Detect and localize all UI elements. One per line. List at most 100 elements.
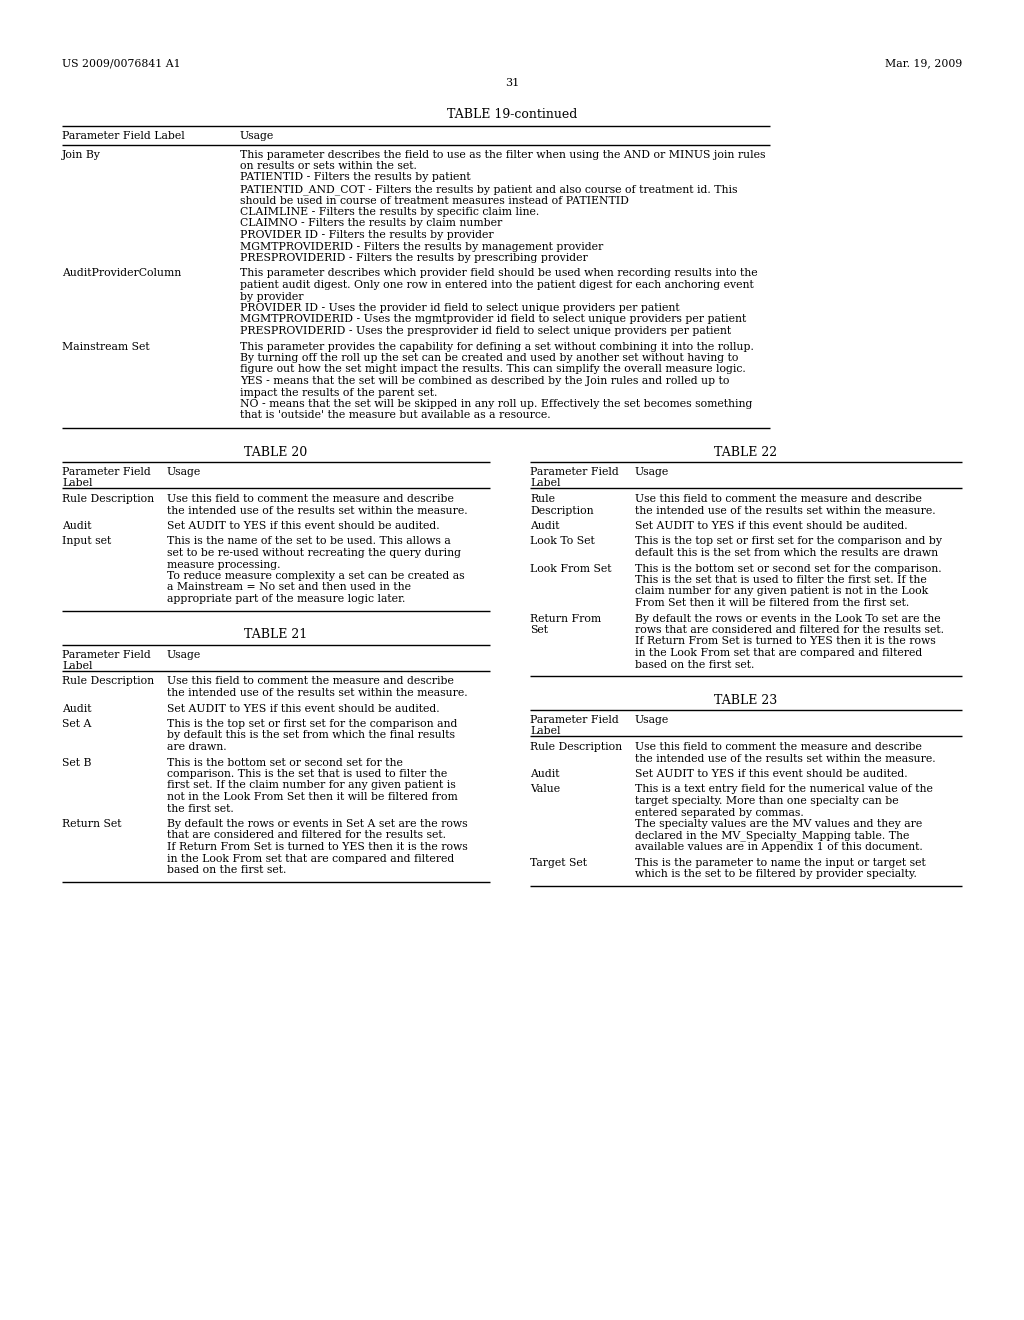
Text: Usage: Usage — [635, 467, 670, 477]
Text: in the Look From set that are compared and filtered: in the Look From set that are compared a… — [635, 648, 923, 657]
Text: first set. If the claim number for any given patient is: first set. If the claim number for any g… — [167, 780, 456, 791]
Text: By turning off the roll up the set can be created and used by another set withou: By turning off the roll up the set can b… — [240, 352, 738, 363]
Text: This parameter describes which provider field should be used when recording resu: This parameter describes which provider … — [240, 268, 758, 279]
Text: Usage: Usage — [240, 131, 274, 141]
Text: This is the bottom set or second set for the: This is the bottom set or second set for… — [167, 758, 402, 767]
Text: Set: Set — [530, 624, 548, 635]
Text: This is the parameter to name the input or target set: This is the parameter to name the input … — [635, 858, 926, 867]
Text: PRESPROVIDERID - Filters the results by prescribing provider: PRESPROVIDERID - Filters the results by … — [240, 253, 588, 263]
Text: Usage: Usage — [635, 715, 670, 725]
Text: default this is the set from which the results are drawn: default this is the set from which the r… — [635, 548, 938, 558]
Text: Use this field to comment the measure and describe: Use this field to comment the measure an… — [635, 494, 922, 504]
Text: based on the first set.: based on the first set. — [635, 660, 755, 669]
Text: target specialty. More than one specialty can be: target specialty. More than one specialt… — [635, 796, 899, 807]
Text: by default this is the set from which the final results: by default this is the set from which th… — [167, 730, 455, 741]
Text: TABLE 23: TABLE 23 — [715, 694, 777, 708]
Text: This is the top set or first set for the comparison and by: This is the top set or first set for the… — [635, 536, 942, 546]
Text: declared in the MV_Specialty_Mapping table. The: declared in the MV_Specialty_Mapping tab… — [635, 830, 909, 841]
Text: To reduce measure complexity a set can be created as: To reduce measure complexity a set can b… — [167, 572, 465, 581]
Text: claim number for any given patient is not in the Look: claim number for any given patient is no… — [635, 586, 928, 597]
Text: the intended use of the results set within the measure.: the intended use of the results set with… — [635, 754, 936, 763]
Text: should be used in course of treatment measures instead of PATIENTID: should be used in course of treatment me… — [240, 195, 629, 206]
Text: Set AUDIT to YES if this event should be audited.: Set AUDIT to YES if this event should be… — [635, 521, 907, 531]
Text: PROVIDER ID - Filters the results by provider: PROVIDER ID - Filters the results by pro… — [240, 230, 494, 240]
Text: Usage: Usage — [167, 649, 202, 660]
Text: Use this field to comment the measure and describe: Use this field to comment the measure an… — [635, 742, 922, 752]
Text: Parameter Field: Parameter Field — [530, 715, 618, 725]
Text: rows that are considered and filtered for the results set.: rows that are considered and filtered fo… — [635, 624, 944, 635]
Text: TABLE 22: TABLE 22 — [715, 446, 777, 459]
Text: Label: Label — [62, 661, 92, 671]
Text: set to be re-used without recreating the query during: set to be re-used without recreating the… — [167, 548, 461, 558]
Text: This is a text entry field for the numerical value of the: This is a text entry field for the numer… — [635, 784, 933, 795]
Text: From Set then it will be filtered from the first set.: From Set then it will be filtered from t… — [635, 598, 909, 609]
Text: This is the set that is used to filter the first set. If the: This is the set that is used to filter t… — [635, 576, 927, 585]
Text: which is the set to be filtered by provider specialty.: which is the set to be filtered by provi… — [635, 869, 916, 879]
Text: Rule: Rule — [530, 494, 555, 504]
Text: Look To Set: Look To Set — [530, 536, 595, 546]
Text: PATIENTID - Filters the results by patient: PATIENTID - Filters the results by patie… — [240, 173, 471, 182]
Text: Description: Description — [530, 506, 594, 516]
Text: Return From: Return From — [530, 614, 601, 623]
Text: Use this field to comment the measure and describe: Use this field to comment the measure an… — [167, 676, 454, 686]
Text: Audit: Audit — [62, 521, 91, 531]
Text: a Mainstream = No set and then used in the: a Mainstream = No set and then used in t… — [167, 582, 411, 593]
Text: Parameter Field: Parameter Field — [62, 467, 151, 477]
Text: TABLE 20: TABLE 20 — [245, 446, 307, 459]
Text: NO - means that the set will be skipped in any roll up. Effectively the set beco: NO - means that the set will be skipped … — [240, 399, 753, 409]
Text: patient audit digest. Only one row in entered into the patient digest for each a: patient audit digest. Only one row in en… — [240, 280, 754, 290]
Text: PROVIDER ID - Uses the provider id field to select unique providers per patient: PROVIDER ID - Uses the provider id field… — [240, 304, 680, 313]
Text: TABLE 21: TABLE 21 — [245, 628, 307, 642]
Text: by provider: by provider — [240, 292, 303, 301]
Text: Audit: Audit — [530, 521, 559, 531]
Text: If Return From Set is turned to YES then it is the rows: If Return From Set is turned to YES then… — [635, 636, 936, 647]
Text: the intended use of the results set within the measure.: the intended use of the results set with… — [167, 506, 468, 516]
Text: comparison. This is the set that is used to filter the: comparison. This is the set that is used… — [167, 770, 447, 779]
Text: available values are in Appendix 1 of this document.: available values are in Appendix 1 of th… — [635, 842, 923, 851]
Text: 31: 31 — [505, 78, 519, 88]
Text: AuditProviderColumn: AuditProviderColumn — [62, 268, 181, 279]
Text: the first set.: the first set. — [167, 804, 233, 813]
Text: the intended use of the results set within the measure.: the intended use of the results set with… — [635, 506, 936, 516]
Text: Set A: Set A — [62, 719, 91, 729]
Text: the intended use of the results set within the measure.: the intended use of the results set with… — [167, 688, 468, 698]
Text: Set AUDIT to YES if this event should be audited.: Set AUDIT to YES if this event should be… — [167, 521, 439, 531]
Text: CLAIMNO - Filters the results by claim number: CLAIMNO - Filters the results by claim n… — [240, 219, 502, 228]
Text: Target Set: Target Set — [530, 858, 587, 867]
Text: MGMTPROVIDERID - Uses the mgmtprovider id field to select unique providers per p: MGMTPROVIDERID - Uses the mgmtprovider i… — [240, 314, 746, 325]
Text: Return Set: Return Set — [62, 818, 122, 829]
Text: PATIENTID_AND_COT - Filters the results by patient and also course of treatment : PATIENTID_AND_COT - Filters the results … — [240, 183, 737, 195]
Text: US 2009/0076841 A1: US 2009/0076841 A1 — [62, 58, 180, 69]
Text: Mar. 19, 2009: Mar. 19, 2009 — [885, 58, 962, 69]
Text: not in the Look From Set then it will be filtered from: not in the Look From Set then it will be… — [167, 792, 458, 803]
Text: This is the bottom set or second set for the comparison.: This is the bottom set or second set for… — [635, 564, 942, 573]
Text: Input set: Input set — [62, 536, 112, 546]
Text: appropriate part of the measure logic later.: appropriate part of the measure logic la… — [167, 594, 406, 605]
Text: Mainstream Set: Mainstream Set — [62, 342, 150, 351]
Text: Audit: Audit — [530, 770, 559, 779]
Text: YES - means that the set will be combined as described by the Join rules and rol: YES - means that the set will be combine… — [240, 376, 729, 385]
Text: are drawn.: are drawn. — [167, 742, 226, 752]
Text: Use this field to comment the measure and describe: Use this field to comment the measure an… — [167, 494, 454, 504]
Text: Join By: Join By — [62, 149, 101, 160]
Text: Parameter Field: Parameter Field — [530, 467, 618, 477]
Text: By default the rows or events in the Look To set are the: By default the rows or events in the Loo… — [635, 614, 941, 623]
Text: TABLE 19-continued: TABLE 19-continued — [446, 108, 578, 121]
Text: in the Look From set that are compared and filtered: in the Look From set that are compared a… — [167, 854, 455, 863]
Text: Look From Set: Look From Set — [530, 564, 611, 573]
Text: Rule Description: Rule Description — [62, 676, 155, 686]
Text: This parameter describes the field to use as the filter when using the AND or MI: This parameter describes the field to us… — [240, 149, 766, 160]
Text: If Return From Set is turned to YES then it is the rows: If Return From Set is turned to YES then… — [167, 842, 468, 851]
Text: on results or sets within the set.: on results or sets within the set. — [240, 161, 417, 172]
Text: Parameter Field: Parameter Field — [62, 649, 151, 660]
Text: measure processing.: measure processing. — [167, 560, 281, 569]
Text: figure out how the set might impact the results. This can simplify the overall m: figure out how the set might impact the … — [240, 364, 745, 375]
Text: Rule Description: Rule Description — [62, 494, 155, 504]
Text: Parameter Field Label: Parameter Field Label — [62, 131, 184, 141]
Text: MGMTPROVIDERID - Filters the results by management provider: MGMTPROVIDERID - Filters the results by … — [240, 242, 603, 252]
Text: Audit: Audit — [62, 704, 91, 714]
Text: based on the first set.: based on the first set. — [167, 865, 287, 875]
Text: Set B: Set B — [62, 758, 91, 767]
Text: This is the name of the set to be used. This allows a: This is the name of the set to be used. … — [167, 536, 451, 546]
Text: PRESPROVIDERID - Uses the presprovider id field to select unique providers per p: PRESPROVIDERID - Uses the presprovider i… — [240, 326, 731, 337]
